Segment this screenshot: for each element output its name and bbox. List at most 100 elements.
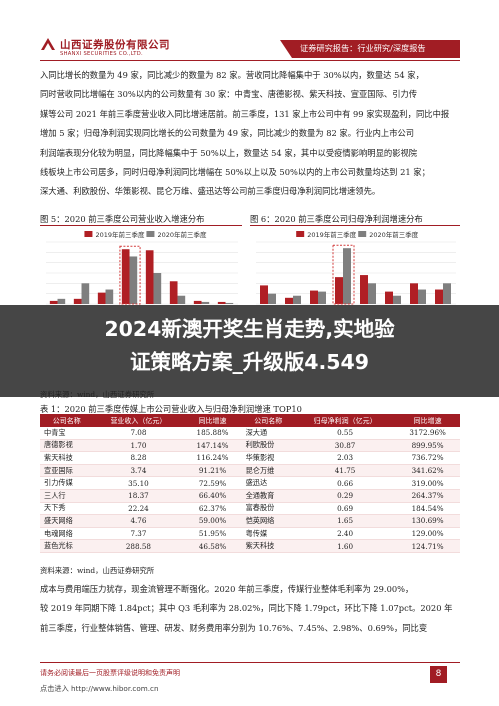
footer-link[interactable]: 点击进入 http://www.hibor.com.cn: [40, 684, 159, 693]
fig5-bar: [145, 250, 154, 304]
table-row: 天下秀 22.24 62.37% 富春股份 0.69 184.54%: [40, 502, 460, 516]
table-cell: 18.37: [93, 489, 184, 503]
report-type-label: 证券研究报告：行业研究/深度报告: [300, 43, 426, 53]
table-cell: 7.08: [93, 427, 184, 440]
table-cell: 恺英网络: [241, 514, 295, 528]
paragraph-line: 入同比增长的数量为 49 家，同比减少的数量为 82 家。营收同比降幅集中于 3…: [40, 70, 424, 80]
table-row: 宣亚国际 3.74 91.21% 昆仑万维 41.75 341.62%: [40, 464, 460, 478]
column-header: 公司名称: [40, 414, 94, 427]
headline-line-2: 证策略方案_升级版4.549: [129, 350, 370, 374]
table-cell: 唐德影视: [40, 439, 94, 453]
fig5-bar: [177, 295, 186, 304]
fig5-bar: [73, 298, 82, 304]
fig6-highlight-box: [332, 244, 355, 305]
fig5-bar: [193, 300, 202, 304]
fig5-bar: [201, 301, 210, 304]
paragraph-line: 线板块上市公司居多，同时归母净利润同比增幅在 50%以上以及 50%以内的上市公…: [40, 167, 430, 178]
table-cell: 264.37%: [395, 489, 460, 503]
fig6-bar: [410, 283, 418, 304]
column-header: 同比增速: [183, 414, 242, 427]
table-cell: 0.29: [294, 489, 396, 503]
table-cell: 899.95%: [395, 439, 460, 453]
table-cell: 22.24: [93, 502, 184, 516]
table-cell: 129.00%: [395, 527, 460, 541]
table-row: 引力传媒 35.10 72.59% 盛迅达 0.66 319.00%: [40, 476, 460, 490]
headline-banner-text: 2024新澳开奖生肖走势,实地验 证策略方案_升级版4.549: [0, 313, 499, 379]
fig5-bar: [129, 256, 138, 304]
fig6-bar: [418, 289, 426, 304]
table-cell: 736.72%: [395, 451, 460, 465]
table-cell: 35.10: [93, 476, 184, 490]
table-cell: 51.95%: [183, 527, 242, 541]
table-cell: 91.21%: [183, 464, 242, 478]
figure-5-chart: 2019年前三季度 2020年前三季度: [46, 230, 238, 305]
table-cell: 341.62%: [395, 464, 460, 478]
table-1: 公司名称 营业收入（亿元） 同比增速 公司名称 归母净利润（亿元） 同比增速 中…: [40, 414, 460, 553]
table-cell: 天下秀: [40, 502, 94, 516]
table-1-caption: 表 1：2020 前三季度传媒上市公司营业收入与归母净利润增速 TOP10: [40, 404, 302, 414]
table-cell: 粤传媒: [241, 527, 295, 541]
table-cell: 盛迅达: [241, 476, 295, 490]
fig6-legend-swatch: [358, 231, 367, 237]
table-row: 三人行 18.37 66.40% 全通教育 0.29 264.37%: [40, 489, 460, 503]
fig5-legend-swatch: [146, 231, 155, 237]
table-cell: 紫天科技: [241, 539, 295, 553]
table-row: 紫天科技 8.28 116.24% 华策影视 2.03 736.72%: [40, 451, 460, 465]
table-cell: 41.75: [294, 464, 396, 478]
table-cell: 72.59%: [183, 476, 242, 490]
table-cell: 0.55: [294, 427, 396, 440]
header-divider: [40, 60, 460, 61]
figure-5-caption-rule: [40, 225, 242, 226]
page-header: 山西证券股份有限公司 SHANXI SECURITIES CO.,LTD. 证券…: [0, 0, 499, 66]
fig6-legend-swatch: [296, 231, 305, 237]
fig6-bar: [435, 289, 443, 304]
body-paragraph-1: 入同比增长的数量为 49 家，同比减少的数量为 82 家。营收同比降幅集中于 3…: [40, 66, 465, 202]
footer-divider: [40, 662, 460, 663]
table-cell: 三人行: [40, 489, 94, 503]
table-cell: 电魂网络: [40, 527, 94, 541]
table-cell: 319.00%: [395, 476, 460, 490]
paragraph-line: 媒等公司 2021 年前三季度营业收入同比增速居前。前三季度，131 家上市公司…: [40, 108, 450, 119]
fig5-legend-label: 2019年前三季度: [95, 230, 145, 239]
fig5-legend-label: 2020年前三季度: [157, 230, 207, 239]
fig6-bar: [310, 290, 318, 304]
company-name-en: SHANXI SECURITIES CO.,LTD.: [60, 51, 143, 57]
table-cell: 0.69: [294, 502, 396, 516]
header-ribbon-tail: [280, 40, 292, 58]
table-cell: 1.65: [294, 514, 396, 528]
column-header: 公司名称: [241, 414, 295, 427]
table-cell: 4.76: [93, 514, 184, 528]
column-header: 同比增速: [395, 414, 460, 427]
column-header: 营业收入（亿元）: [93, 414, 184, 427]
fig6-bar: [393, 295, 401, 304]
fig6-bar: [335, 277, 343, 304]
fig5-bar: [169, 281, 178, 304]
figure-5-caption: 图 5：2020 前三季度公司营业收入增速分布: [40, 214, 205, 224]
table-row: 盛天网络 4.76 59.00% 恺英网络 1.65 130.69%: [40, 514, 460, 528]
paragraph-line: 成本与费用端压力犹存，现金流管理不断强化。2020 年前三季度，传媒行业整体毛利…: [40, 584, 414, 594]
fig6-legend-label: 2019年前三季度: [307, 230, 357, 239]
fig5-bar: [97, 292, 106, 304]
fig6-bar: [268, 293, 276, 304]
table-cell: 3172.96%: [395, 427, 460, 440]
fig6-bar: [285, 297, 293, 304]
table-body: 中青宝 7.08 185.88% 深大通 0.55 3172.96% 唐德影视 1.70 147…: [40, 427, 460, 553]
table-cell: 130.69%: [395, 514, 460, 528]
fig5-legend-swatch: [84, 231, 93, 237]
table-cell: 288.58: [93, 539, 184, 553]
table-cell: 昆仑万维: [241, 464, 295, 478]
paragraph-line: 前三季度，行业整体销售、管理、研发、财务费用率分别为 10.76%、7.45%、…: [40, 622, 428, 633]
table-cell: 124.71%: [395, 539, 460, 553]
body-paragraph-2: 成本与费用端压力犹存，现金流管理不断强化。2020 年前三季度，传媒行业整体毛利…: [40, 580, 465, 638]
table-cell: 深大通: [241, 427, 295, 440]
table-cell: 宣亚国际: [40, 464, 94, 478]
paragraph-line: 同时营收同比增幅在 30%以内的公司数量有 30 家：中青宝、唐德影视、紫天科技…: [40, 89, 418, 100]
paragraph-line: 深大通、利欧股份、华策影视、昆仑万维、盛迅达等公司前三季度归母净利润同比增速领先…: [40, 186, 381, 197]
fig5-bar: [105, 289, 114, 304]
table-cell: 7.37: [93, 527, 184, 541]
headline-line-1: 2024新澳开奖生肖走势,实地验: [104, 317, 395, 341]
fig6-bar: [360, 275, 368, 304]
table-cell: 8.28: [93, 451, 184, 465]
fig6-bar: [293, 295, 301, 304]
